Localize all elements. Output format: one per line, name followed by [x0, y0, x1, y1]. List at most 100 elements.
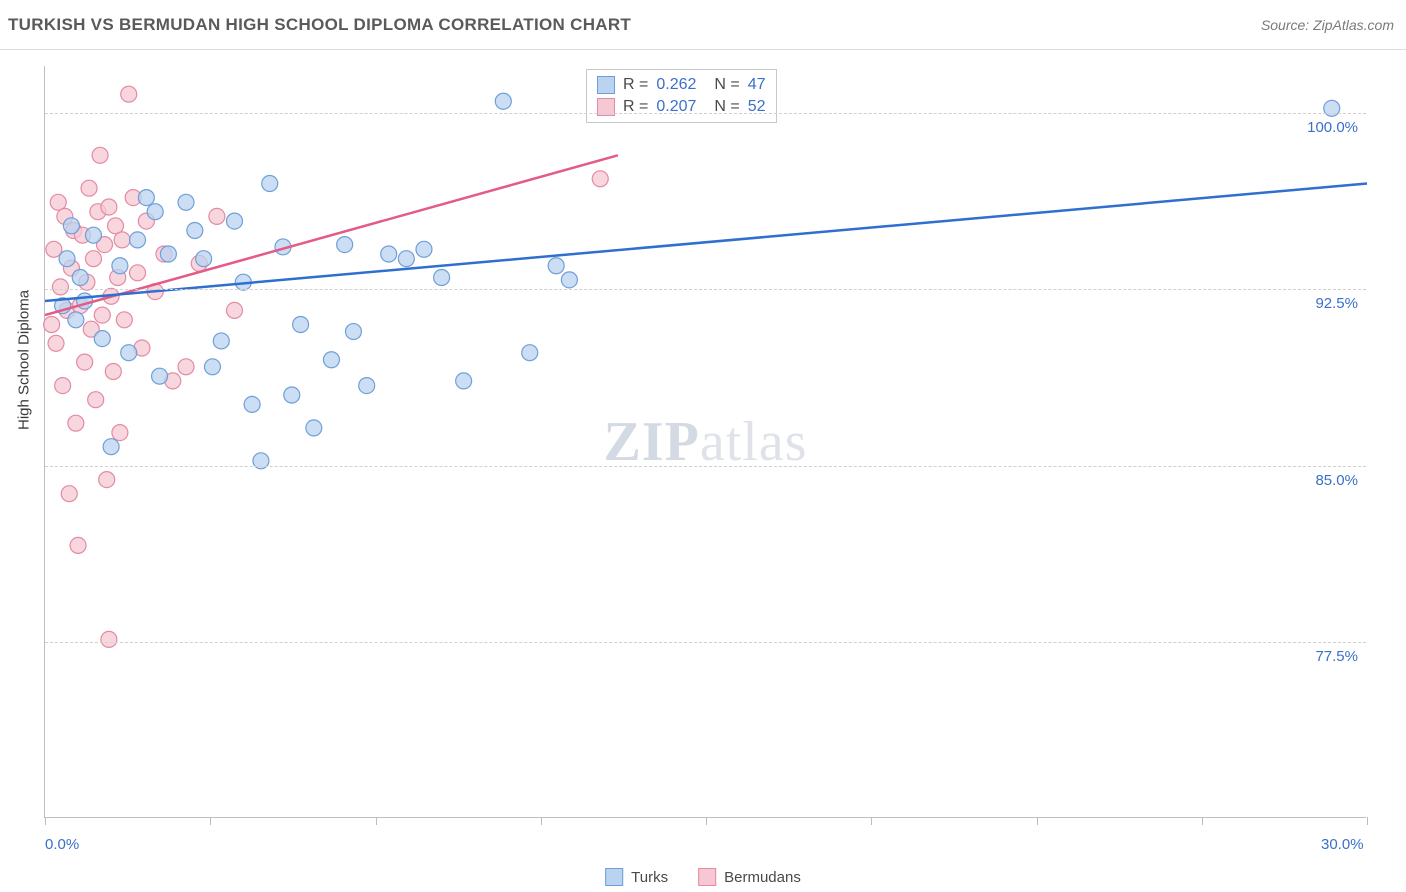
legend-item-turks: Turks [605, 868, 668, 886]
chart-title: TURKISH VS BERMUDAN HIGH SCHOOL DIPLOMA … [8, 15, 631, 35]
data-point [226, 302, 242, 318]
stats-n-label: N = [714, 76, 739, 94]
data-point [55, 378, 71, 394]
data-point [416, 241, 432, 257]
data-point [94, 331, 110, 347]
stats-n-turks: 47 [748, 76, 766, 94]
gridline [45, 289, 1366, 290]
chart-svg [45, 66, 1366, 817]
gridline [45, 466, 1366, 467]
plot-area: ZIPatlas R = 0.262 N = 47 R = 0.207 N = … [44, 66, 1366, 818]
data-point [147, 204, 163, 220]
data-point [85, 227, 101, 243]
data-point [130, 265, 146, 281]
x-tick [541, 817, 542, 825]
x-tick [45, 817, 46, 825]
stats-r-turks: 0.262 [656, 76, 696, 94]
data-point [284, 387, 300, 403]
data-point [456, 373, 472, 389]
data-point [178, 359, 194, 375]
data-point [94, 307, 110, 323]
data-point [114, 232, 130, 248]
data-point [209, 208, 225, 224]
data-point [359, 378, 375, 394]
chart-source: Source: ZipAtlas.com [1261, 17, 1394, 33]
y-axis-title: High School Diploma [16, 290, 33, 430]
data-point [561, 272, 577, 288]
data-point [548, 258, 564, 274]
data-point [495, 93, 511, 109]
data-point [59, 251, 75, 267]
data-point [187, 223, 203, 239]
data-point [101, 631, 117, 647]
x-tick [706, 817, 707, 825]
data-point [204, 359, 220, 375]
data-point [48, 335, 64, 351]
stats-r-label: R = [623, 76, 648, 94]
data-point [293, 317, 309, 333]
chart-header: TURKISH VS BERMUDAN HIGH SCHOOL DIPLOMA … [0, 0, 1406, 50]
data-point [116, 312, 132, 328]
turks-swatch [605, 868, 623, 886]
data-point [63, 218, 79, 234]
data-point [44, 317, 60, 333]
x-tick-label: 0.0% [45, 836, 79, 853]
data-point [398, 251, 414, 267]
x-tick [871, 817, 872, 825]
data-point [92, 147, 108, 163]
legend-label-turks: Turks [631, 869, 668, 886]
data-point [52, 279, 68, 295]
data-point [105, 364, 121, 380]
data-point [178, 194, 194, 210]
data-point [103, 439, 119, 455]
data-point [68, 415, 84, 431]
data-point [88, 392, 104, 408]
data-point [68, 312, 84, 328]
data-point [337, 237, 353, 253]
y-tick-label: 92.5% [1315, 295, 1358, 312]
data-point [152, 368, 168, 384]
legend-item-bermudans: Bermudans [698, 868, 801, 886]
data-point [345, 324, 361, 340]
data-point [77, 354, 93, 370]
data-point [61, 486, 77, 502]
y-tick-label: 100.0% [1307, 119, 1358, 136]
x-tick [1037, 817, 1038, 825]
x-tick [210, 817, 211, 825]
data-point [85, 251, 101, 267]
data-point [101, 199, 117, 215]
data-point [112, 425, 128, 441]
legend-bottom: Turks Bermudans [605, 868, 801, 886]
data-point [99, 472, 115, 488]
x-tick-label: 30.0% [1321, 836, 1364, 853]
y-tick-label: 85.0% [1315, 472, 1358, 489]
data-point [213, 333, 229, 349]
data-point [323, 352, 339, 368]
data-point [244, 396, 260, 412]
data-point [72, 270, 88, 286]
data-point [381, 246, 397, 262]
trend-line [45, 184, 1367, 302]
chart-container: TURKISH VS BERMUDAN HIGH SCHOOL DIPLOMA … [0, 0, 1406, 892]
data-point [138, 190, 154, 206]
data-point [160, 246, 176, 262]
data-point [592, 171, 608, 187]
bermudans-swatch [698, 868, 716, 886]
data-point [81, 180, 97, 196]
gridline [45, 113, 1366, 114]
data-point [196, 251, 212, 267]
data-point [262, 176, 278, 192]
data-point [434, 270, 450, 286]
x-tick [1367, 817, 1368, 825]
data-point [70, 537, 86, 553]
data-point [226, 213, 242, 229]
data-point [306, 420, 322, 436]
x-tick [376, 817, 377, 825]
x-tick [1202, 817, 1203, 825]
stats-row-turks: R = 0.262 N = 47 [597, 74, 766, 96]
stats-legend-box: R = 0.262 N = 47 R = 0.207 N = 52 [586, 69, 777, 123]
stats-row-bermudans: R = 0.207 N = 52 [597, 96, 766, 118]
data-point [121, 86, 137, 102]
legend-label-bermudans: Bermudans [724, 869, 801, 886]
data-point [522, 345, 538, 361]
